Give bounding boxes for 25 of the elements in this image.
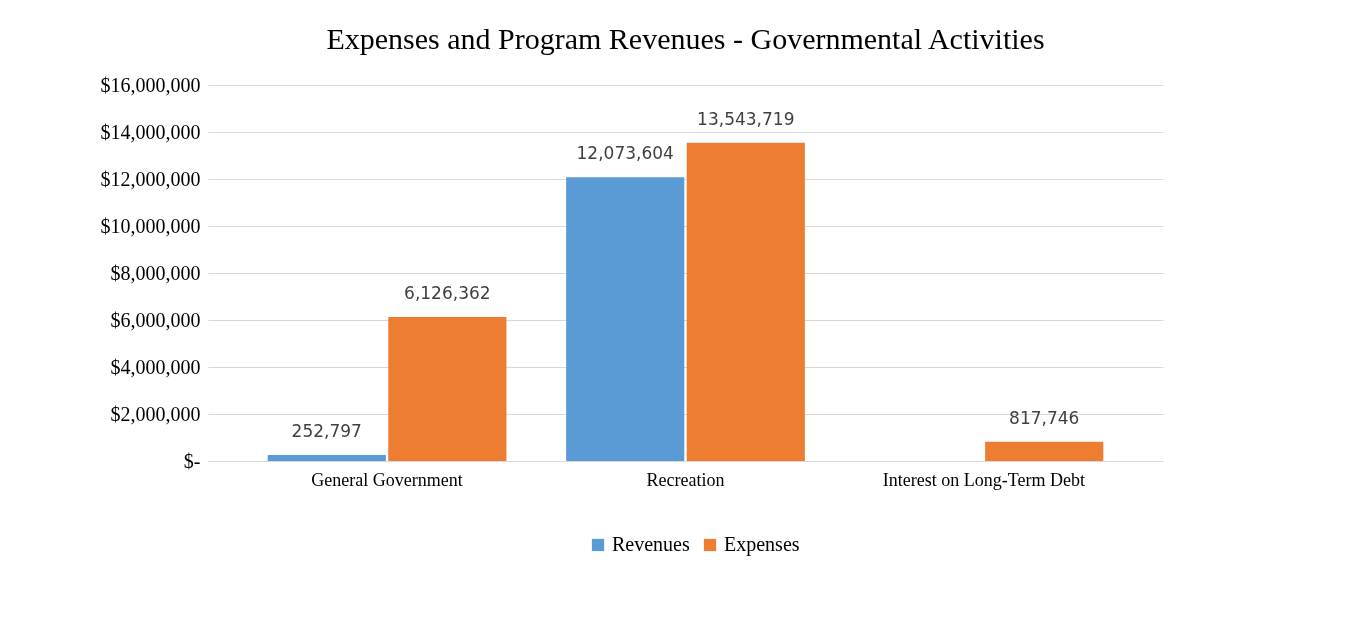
legend-label: Revenues	[612, 533, 690, 555]
bar	[985, 441, 1104, 461]
x-tick-label: Interest on Long-Term Debt	[882, 469, 1086, 490]
data-label: 6,126,362	[404, 283, 491, 304]
y-tick-label: $2,000,000	[110, 402, 201, 425]
y-tick-label: $6,000,000	[110, 308, 201, 331]
data-label: 13,543,719	[697, 108, 795, 129]
bar	[686, 142, 805, 461]
data-label: 252,797	[291, 421, 362, 442]
x-tick-label: Recreation	[646, 469, 725, 490]
bar	[267, 455, 386, 461]
y-tick-label: $16,000,000	[100, 73, 201, 96]
chart-title: Expenses and Program Revenues - Governmental Activities	[326, 22, 1045, 55]
y-tick-label: $10,000,000	[100, 214, 201, 237]
y-tick-label: $4,000,000	[110, 355, 201, 378]
bar	[566, 177, 685, 461]
y-tick-label: $-	[183, 449, 201, 472]
y-tick-label: $14,000,000	[100, 120, 201, 143]
legend-label: Expenses	[724, 533, 800, 556]
y-tick-label: $8,000,000	[110, 261, 201, 284]
bar	[388, 317, 507, 461]
data-label: 817,746	[1009, 407, 1080, 428]
y-tick-label: $12,000,000	[100, 167, 201, 190]
data-label: 12,073,604	[576, 143, 674, 164]
x-tick-label: General Government	[311, 469, 463, 490]
